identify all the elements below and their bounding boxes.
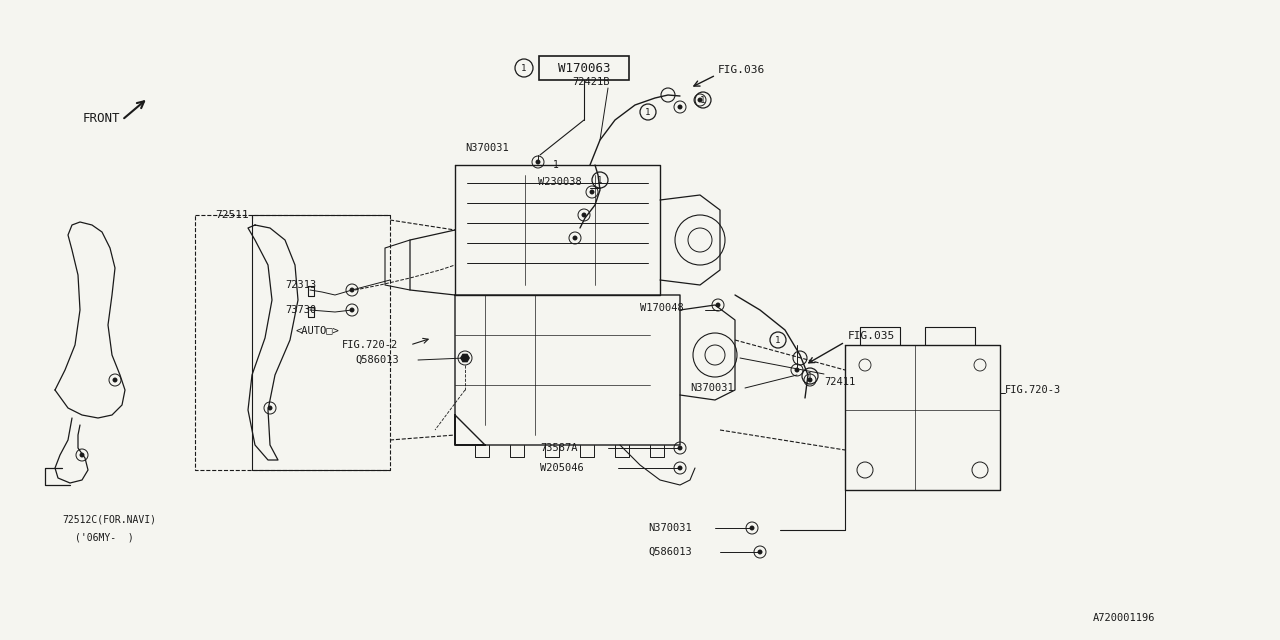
Circle shape [758, 550, 762, 554]
Circle shape [268, 406, 273, 410]
Text: 1: 1 [808, 371, 813, 381]
Text: 72411: 72411 [824, 377, 855, 387]
Circle shape [750, 526, 754, 530]
Text: 1: 1 [598, 175, 603, 184]
Circle shape [349, 288, 355, 292]
Text: FIG.036: FIG.036 [718, 65, 765, 75]
Text: 1: 1 [521, 63, 526, 72]
Text: W205046: W205046 [540, 463, 584, 473]
Text: A720001196: A720001196 [1093, 613, 1155, 623]
Text: ('06MY-  ): ('06MY- ) [76, 533, 133, 543]
Text: 1: 1 [776, 335, 781, 344]
Text: 72512C(FOR.NAVI): 72512C(FOR.NAVI) [61, 515, 156, 525]
Text: W230038: W230038 [538, 177, 581, 187]
Text: FIG.035: FIG.035 [849, 331, 895, 341]
Text: 1: 1 [645, 108, 650, 116]
Text: Q586013: Q586013 [648, 547, 691, 557]
Circle shape [678, 466, 682, 470]
Text: 72421B: 72421B [572, 77, 609, 87]
Text: 1: 1 [553, 160, 559, 170]
Circle shape [582, 213, 586, 217]
Circle shape [349, 308, 355, 312]
Text: 1: 1 [700, 95, 705, 104]
Text: N370031: N370031 [465, 143, 508, 153]
Text: N370031: N370031 [648, 523, 691, 533]
Circle shape [716, 303, 721, 307]
Text: FIG.720-3: FIG.720-3 [1005, 385, 1061, 395]
Text: 72313: 72313 [285, 280, 316, 290]
Polygon shape [461, 355, 470, 362]
Circle shape [590, 190, 594, 194]
Circle shape [808, 378, 812, 382]
Circle shape [678, 105, 682, 109]
Text: N370031: N370031 [690, 383, 733, 393]
Text: Q586013: Q586013 [355, 355, 399, 365]
Text: <AUTO□>: <AUTO□> [294, 325, 339, 335]
Circle shape [678, 446, 682, 450]
Text: FIG.720-2: FIG.720-2 [342, 340, 398, 350]
Text: FRONT: FRONT [83, 111, 120, 125]
Text: 72511: 72511 [215, 210, 248, 220]
Circle shape [573, 236, 577, 240]
Text: W170063: W170063 [558, 61, 611, 74]
Circle shape [79, 453, 84, 457]
Circle shape [536, 160, 540, 164]
Text: W170048: W170048 [640, 303, 684, 313]
FancyBboxPatch shape [539, 56, 628, 80]
Circle shape [795, 368, 799, 372]
Text: 73730: 73730 [285, 305, 316, 315]
Circle shape [698, 98, 703, 102]
Text: 73587A: 73587A [540, 443, 577, 453]
Circle shape [113, 378, 116, 382]
